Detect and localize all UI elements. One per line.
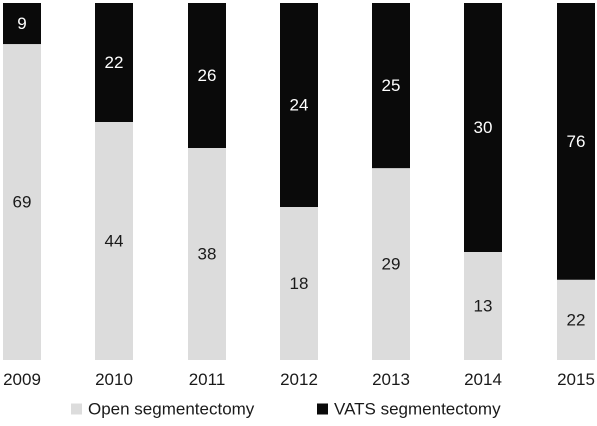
- value-label-vats-2014: 30: [474, 118, 493, 137]
- x-tick-label-2011: 2011: [189, 370, 226, 389]
- value-label-vats-2009: 9: [17, 14, 26, 33]
- bar-vats-2013: [372, 3, 410, 169]
- x-tick-label-2010: 2010: [95, 370, 133, 389]
- bar-open-2010: [95, 122, 133, 360]
- bar-vats-2009: [3, 3, 41, 45]
- legend: Open segmentectomy VATS segmentectomy: [71, 400, 501, 419]
- bar-vats-2010: [95, 3, 133, 122]
- x-tick-label-2009: 2009: [3, 370, 41, 389]
- value-label-vats-2011: 26: [198, 66, 217, 85]
- bar-open-2009: [3, 44, 41, 360]
- value-label-open-2012: 18: [290, 274, 309, 293]
- value-label-vats-2010: 22: [105, 53, 124, 72]
- legend-label: VATS segmentectomy: [334, 400, 501, 419]
- x-axis: 2009 2010 2011 2012 2013 2014 2015: [3, 370, 595, 389]
- bar-vats-2011: [188, 3, 226, 149]
- bar-vats-2012: [280, 3, 318, 207]
- bar-open-2015: [557, 279, 595, 360]
- legend-swatch: [71, 403, 82, 415]
- value-label-open-2010: 44: [105, 232, 124, 251]
- bar-open-2012: [280, 207, 318, 360]
- value-label-open-2013: 29: [382, 255, 401, 274]
- bar-vats-2014: [464, 3, 502, 253]
- bar-open-2013: [372, 168, 410, 360]
- legend-item-open: Open segmentectomy: [71, 400, 255, 419]
- legend-swatch: [317, 403, 328, 415]
- value-label-open-2011: 38: [198, 245, 217, 264]
- value-label-open-2014: 13: [474, 297, 493, 316]
- value-label-open-2015: 22: [567, 310, 586, 329]
- legend-item-vats: VATS segmentectomy: [317, 400, 501, 419]
- legend-label: Open segmentectomy: [88, 400, 255, 419]
- x-tick-label-2012: 2012: [280, 370, 318, 389]
- bar-open-2011: [188, 148, 226, 360]
- bars-layer: [3, 3, 595, 360]
- bar-vats-2015: [557, 3, 595, 280]
- x-tick-label-2014: 2014: [464, 370, 502, 389]
- value-labels-layer: 9 69 22 44 26 38 24 18 25 29 30 13 76 22: [13, 14, 586, 329]
- value-label-vats-2013: 25: [382, 76, 401, 95]
- bar-open-2014: [464, 252, 502, 360]
- x-tick-label-2013: 2013: [372, 370, 410, 389]
- value-label-open-2009: 69: [13, 193, 32, 212]
- x-tick-label-2015: 2015: [557, 370, 595, 389]
- value-label-vats-2015: 76: [567, 132, 586, 151]
- value-label-vats-2012: 24: [290, 96, 309, 115]
